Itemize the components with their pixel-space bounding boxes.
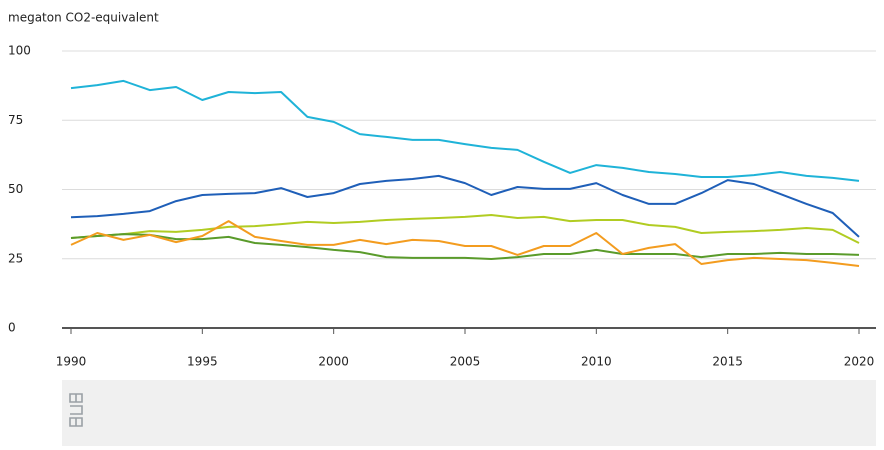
x-tick-label: 2005 [450, 355, 481, 369]
x-tick-label: 1995 [187, 355, 218, 369]
y-tick-label: 0 [8, 321, 16, 335]
series-line [70, 233, 860, 260]
x-tick-label: 2010 [581, 355, 612, 369]
series-line [70, 214, 860, 244]
footer-band [62, 380, 876, 446]
y-tick-label: 50 [8, 182, 23, 196]
x-tick-label: 1990 [56, 355, 87, 369]
x-tick-label: 2015 [712, 355, 743, 369]
series-line [70, 174, 860, 238]
logo [69, 393, 83, 427]
y-axis-label: megaton CO2-equivalent [8, 11, 159, 25]
y-tick-label: 25 [8, 251, 23, 265]
y-tick-label: 75 [8, 113, 23, 127]
y-tick-label: 100 [8, 44, 31, 58]
series-line [70, 220, 860, 267]
series-line [70, 79, 860, 182]
x-tick-label: 2000 [318, 355, 349, 369]
x-tick-label: 2020 [844, 355, 875, 369]
